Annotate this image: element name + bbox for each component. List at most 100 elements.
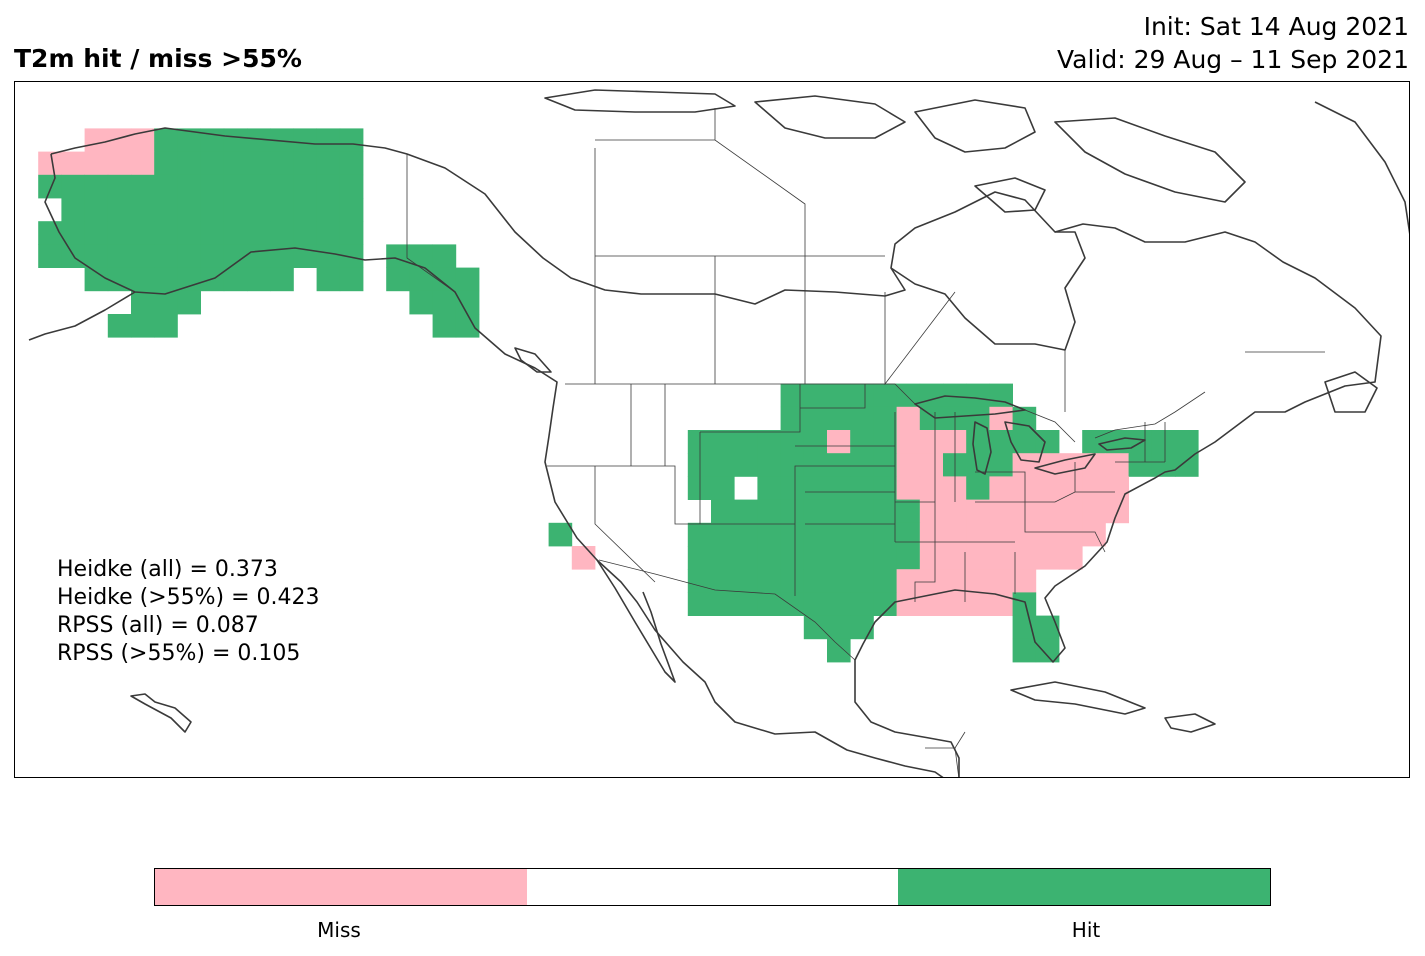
miss-cell (61, 151, 85, 176)
miss-cell (943, 522, 967, 547)
hit-cell (270, 174, 294, 199)
miss-cell (1035, 476, 1060, 500)
island-hispaniola (1164, 713, 1216, 733)
hit-cell (154, 151, 178, 176)
hit-cell (803, 476, 828, 500)
hit-cell (873, 406, 897, 431)
miss-cell (896, 569, 921, 593)
hit-cell (966, 406, 990, 431)
miss-cell (943, 499, 967, 524)
hit-cell (827, 476, 851, 500)
us-mexico-border (598, 559, 856, 661)
hit-cell (1105, 430, 1129, 454)
miss-cell (919, 430, 944, 454)
alaska-canada-border (406, 154, 456, 293)
hit-cell (896, 499, 921, 524)
valid-range: Valid: 29 Aug – 11 Sep 2021 (1056, 45, 1409, 74)
hit-cell (154, 267, 178, 292)
miss-cell (1035, 522, 1060, 547)
miss-cell (1059, 522, 1083, 547)
hit-cell (850, 592, 874, 616)
miss-cell (1082, 522, 1106, 547)
hit-cell (386, 267, 410, 292)
hit-cell (734, 592, 758, 616)
hit-cell (548, 522, 573, 547)
hit-cell (177, 151, 201, 176)
hit-cell (177, 198, 201, 222)
hit-cell (803, 615, 828, 640)
stat-line: RPSS (all) = 0.087 (57, 613, 259, 638)
hit-cell (896, 522, 921, 547)
arctic-island (974, 177, 1046, 213)
miss-cell (1012, 453, 1037, 477)
hit-cell (247, 174, 271, 199)
north-america-map (28, 89, 1409, 777)
miss-cell (1105, 476, 1129, 500)
hit-cell (270, 151, 294, 176)
hit-cell (154, 290, 178, 315)
hit-cell (757, 569, 781, 593)
lake-ontario (1098, 437, 1146, 451)
hit-cell (943, 383, 967, 408)
hit-cell (223, 221, 248, 245)
miss-cell (896, 406, 921, 431)
hit-cell (1035, 638, 1060, 663)
hit-cell (989, 430, 1013, 454)
coastline-hudson-bay (890, 231, 1086, 351)
hit-cell (757, 499, 781, 524)
hit-cell (711, 569, 735, 593)
hit-cell (873, 476, 897, 500)
hit-cell (827, 499, 851, 524)
miss-cell (896, 592, 921, 616)
arctic-island (754, 95, 906, 139)
hit-cell (734, 569, 758, 593)
hit-cell (827, 383, 851, 408)
hit-cell (107, 267, 132, 292)
miss-cell (989, 592, 1013, 616)
hit-cell (131, 267, 155, 292)
hit-cell (38, 244, 62, 268)
hit-cell (757, 592, 781, 616)
miss-cell (919, 592, 944, 616)
date-info: Init: Sat 14 Aug 2021 Valid: 29 Aug – 11… (1057, 10, 1409, 76)
hit-cell (200, 244, 225, 268)
hit-cell (177, 290, 201, 315)
miss-cell (966, 546, 990, 570)
hit-cell (919, 383, 944, 408)
hit-cell (827, 615, 851, 640)
hit-cell (247, 267, 271, 292)
hit-cell (293, 174, 317, 199)
colorbar-label-miss: Miss (317, 918, 361, 942)
hit-cell (803, 453, 828, 477)
hit-cell (711, 499, 735, 524)
coastline-baja (596, 559, 676, 683)
hit-cell (827, 546, 851, 570)
hit-cell (247, 128, 271, 152)
hit-cell (38, 174, 62, 199)
hit-cell (432, 314, 457, 338)
us-canada-border (565, 383, 1206, 443)
hit-cell (896, 383, 921, 408)
hit-cell (803, 592, 828, 616)
colorbar-hit-segment (898, 869, 1271, 905)
miss-cell (1082, 476, 1106, 500)
hit-cell (200, 128, 225, 152)
hit-cell (316, 244, 341, 268)
hit-cell (455, 267, 480, 292)
hit-cell (827, 453, 851, 477)
skill-scores: Heidke (all) = 0.373 Heidke (>55%) = 0.4… (57, 556, 320, 668)
hit-cell (827, 638, 851, 663)
miss-cell (989, 499, 1013, 524)
state-boundaries (547, 384, 1166, 602)
colorbar (154, 868, 1271, 906)
hit-cell (84, 244, 109, 268)
hit-cell (293, 151, 317, 176)
hit-cell (107, 314, 132, 338)
hit-cell (966, 453, 990, 477)
hit-cell (827, 406, 851, 431)
miss-cell (1059, 476, 1083, 500)
miss-cell (966, 569, 990, 593)
hit-cell (84, 198, 109, 222)
hit-cell (84, 267, 109, 292)
hit-cell (803, 522, 828, 547)
